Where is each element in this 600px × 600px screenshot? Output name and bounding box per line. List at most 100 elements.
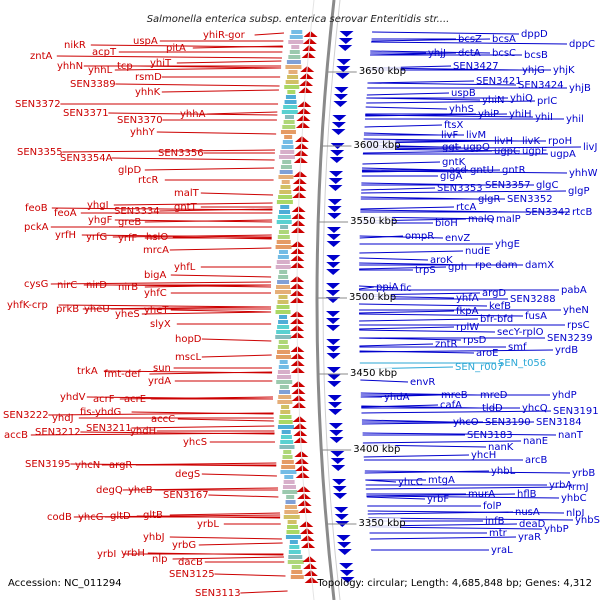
gene-label[interactable]: fkpA xyxy=(456,306,479,317)
gene-label[interactable]: gntU xyxy=(470,165,494,176)
gene-label[interactable]: SEN3222 xyxy=(3,410,49,421)
gene-label[interactable]: yhfC xyxy=(144,288,167,299)
gene-label[interactable]: prkB xyxy=(56,304,79,315)
gene-label[interactable]: gntK xyxy=(442,157,466,168)
gene-label[interactable]: yhbP xyxy=(544,524,569,535)
gene-label[interactable]: accC xyxy=(151,414,175,425)
gene-label[interactable]: rpsD xyxy=(463,335,487,346)
gene-label[interactable]: SEN3421 xyxy=(476,76,522,87)
gene-label[interactable]: yhcH xyxy=(471,450,496,461)
gene-label[interactable]: yheN xyxy=(563,305,589,316)
gene-label[interactable]: nusA xyxy=(515,507,540,518)
gene-label[interactable]: dacB xyxy=(178,557,203,568)
gene-label[interactable]: yhbJ xyxy=(143,532,165,543)
gene-label[interactable]: nudE xyxy=(465,246,490,257)
gene-label[interactable]: yhhY xyxy=(130,127,156,138)
gene-label[interactable]: gntR xyxy=(502,165,526,176)
gene-label[interactable]: glgP xyxy=(568,186,590,197)
gene-label[interactable]: yhiN xyxy=(482,95,505,106)
gene-label[interactable]: ugpA xyxy=(550,149,576,160)
gene-label[interactable]: acpT xyxy=(92,47,117,58)
gene-label[interactable]: yhjB xyxy=(569,83,591,94)
gene-label[interactable]: feoA xyxy=(54,208,77,219)
gene-label[interactable]: yhjJ xyxy=(428,48,446,59)
gene-label[interactable]: yhcN xyxy=(75,460,100,471)
gene-label[interactable]: pitA xyxy=(166,43,186,54)
gene-label[interactable]: ftsX xyxy=(444,120,463,131)
gene-label[interactable]: SEN3389 xyxy=(70,79,116,90)
gene-label[interactable]: yrbF xyxy=(427,494,449,505)
gene-label[interactable]: yhbL xyxy=(491,466,516,477)
gene-label[interactable]: yhiI xyxy=(535,112,553,123)
gene-label[interactable]: SEN_t056 xyxy=(498,358,546,369)
gene-label[interactable]: bioH xyxy=(435,218,458,229)
gene-label[interactable]: gltB xyxy=(143,510,163,521)
gene-label[interactable]: murA xyxy=(468,489,495,500)
gene-label[interactable]: cafA xyxy=(440,400,462,411)
gene-label[interactable]: SEN3184 xyxy=(536,417,582,428)
gene-label[interactable]: yhdV xyxy=(60,392,86,403)
gene-label[interactable]: SEN3191 xyxy=(553,406,599,417)
gene-label[interactable]: glgR xyxy=(478,194,500,205)
gene-label[interactable]: aroK xyxy=(430,255,453,266)
gene-label[interactable]: dppD xyxy=(521,29,548,40)
gene-label[interactable]: SEN3167 xyxy=(163,490,209,501)
gene-label[interactable]: rtcR xyxy=(138,175,159,186)
gene-label[interactable]: fic xyxy=(400,283,412,294)
gene-label[interactable]: gntT xyxy=(174,202,198,213)
gene-label[interactable]: nlpI xyxy=(566,508,584,519)
gene-label[interactable]: SEN3211 xyxy=(86,423,132,434)
gene-label[interactable]: envR xyxy=(410,377,435,388)
gene-label[interactable]: bfr-bfd xyxy=(480,314,513,325)
gene-label[interactable]: rtcB xyxy=(572,207,593,218)
gene-label[interactable]: ugpQ xyxy=(463,142,490,153)
gene-label[interactable]: nikR xyxy=(64,40,86,51)
gene-label[interactable]: prlC xyxy=(537,96,557,107)
gene-label[interactable]: folP xyxy=(483,501,501,512)
gene-label[interactable]: ugpE xyxy=(522,146,547,157)
gene-label[interactable]: yraL xyxy=(491,545,513,556)
gene-label[interactable]: greB xyxy=(118,217,141,228)
gene-label[interactable]: yhdJ xyxy=(52,413,74,424)
gene-label[interactable]: yrbB xyxy=(572,468,595,479)
gene-label[interactable]: SEN3288 xyxy=(510,294,556,305)
gene-label[interactable]: SEN3190 xyxy=(485,417,531,428)
gene-label[interactable]: yhcQ xyxy=(522,403,548,414)
gene-label[interactable]: fusA xyxy=(525,311,547,322)
gene-label[interactable]: SEN3372 xyxy=(15,99,61,110)
gene-label[interactable]: infB xyxy=(485,516,505,527)
gene-label[interactable]: yhiH xyxy=(509,109,532,120)
gene-label[interactable]: feoB xyxy=(25,203,48,214)
gene-label[interactable]: yhhN xyxy=(57,61,83,72)
gene-label[interactable]: SEN3195 xyxy=(25,459,71,470)
gene-label[interactable]: yhjK xyxy=(553,65,575,76)
gene-label[interactable]: ppiA xyxy=(376,282,398,293)
gene-label[interactable]: yheS xyxy=(115,309,140,320)
gene-label[interactable]: rpoH xyxy=(548,136,572,147)
gene-label[interactable]: yhcG xyxy=(78,512,104,523)
gene-label[interactable]: SEN3370 xyxy=(117,115,163,126)
gene-label[interactable]: bcsC xyxy=(492,48,516,59)
gene-label[interactable]: SEN3183 xyxy=(467,430,513,441)
gene-label[interactable]: kefB xyxy=(489,301,511,312)
gene-label[interactable]: dppC xyxy=(569,39,595,50)
gene-label[interactable]: asd xyxy=(449,165,467,176)
gene-label[interactable]: yrfH xyxy=(55,230,76,241)
gene-label[interactable]: argD xyxy=(482,288,506,299)
gene-label[interactable]: malP xyxy=(496,214,521,225)
gene-label[interactable]: yhbC xyxy=(561,493,587,504)
gene-label[interactable]: acrE xyxy=(124,394,146,405)
gene-label[interactable]: deaD xyxy=(519,519,546,530)
gene-label[interactable]: arcB xyxy=(525,455,548,466)
gene-label[interactable]: nlp xyxy=(152,554,167,565)
gene-label[interactable]: yhgI xyxy=(87,200,109,211)
gene-label[interactable]: SEN3342 xyxy=(525,207,571,218)
gene-label[interactable]: rtcA xyxy=(456,202,477,213)
gene-label[interactable]: yraR xyxy=(518,532,541,543)
gene-label[interactable]: sun xyxy=(153,363,171,374)
gene-label[interactable]: trkA xyxy=(77,366,98,377)
gene-label[interactable]: degQ xyxy=(96,485,123,496)
gene-label[interactable]: malT xyxy=(174,188,200,199)
gene-label[interactable]: SEN3355 xyxy=(17,147,63,158)
gene-label[interactable]: SEN3239 xyxy=(547,333,593,344)
